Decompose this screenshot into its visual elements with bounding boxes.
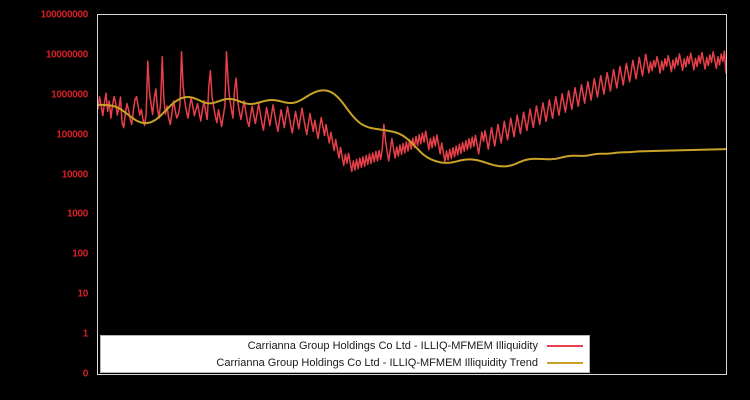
legend-swatch-trend-icon [547, 361, 583, 364]
y-axis: 100000000 10000000 1000000 100000 10000 1000 1… [0, 0, 92, 400]
legend-swatch-series-icon [547, 344, 583, 347]
legend-item-trend[interactable]: Carrianna Group Holdings Co Ltd - ILLIQ-… [101, 354, 589, 371]
y-tick-label: 10000000 [45, 49, 88, 61]
y-tick-label: 1000000 [51, 89, 88, 101]
y-tick-label: 100000000 [40, 9, 89, 21]
series-layer [98, 50, 726, 173]
y-tick-label: 10 [77, 288, 88, 300]
y-tick-label: 100 [72, 248, 88, 260]
y-tick-label: 0 [82, 368, 89, 380]
series-line-trend [98, 89, 726, 168]
legend: Carrianna Group Holdings Co Ltd - ILLIQ-… [100, 335, 590, 373]
legend-item-series[interactable]: Carrianna Group Holdings Co Ltd - ILLIQ-… [101, 337, 589, 354]
series-line-illiquidity [98, 50, 726, 173]
y-tick-label: 1 [82, 328, 89, 340]
y-tick-label: 1000 [66, 208, 88, 220]
y-tick-label: 10000 [61, 169, 89, 181]
legend-label-trend: Carrianna Group Holdings Co Ltd - ILLIQ-… [216, 356, 538, 369]
legend-label-series: Carrianna Group Holdings Co Ltd - ILLIQ-… [247, 339, 538, 352]
y-tick-label: 100000 [56, 129, 88, 141]
